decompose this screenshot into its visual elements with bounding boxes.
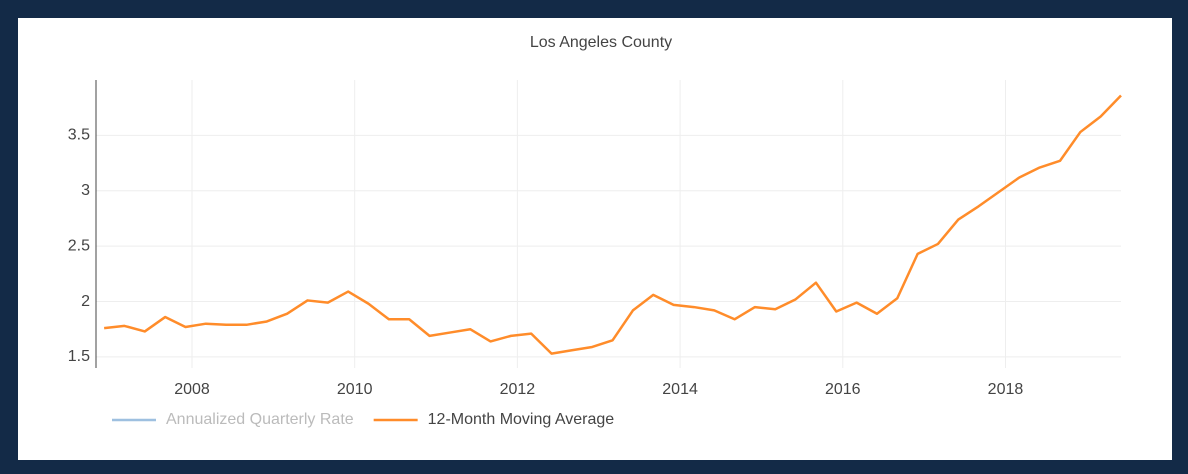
x-tick-label: 2010: [337, 381, 373, 398]
legend-label: 12-Month Moving Average: [428, 411, 615, 428]
y-tick-label: 2: [81, 293, 90, 310]
x-tick-label: 2016: [825, 381, 861, 398]
legend-label: Annualized Quarterly Rate: [166, 411, 354, 428]
y-tick-label: 3.5: [68, 127, 90, 144]
x-tick-label: 2014: [662, 381, 698, 398]
y-tick-label: 2.5: [68, 237, 90, 254]
chart-title: Los Angeles County: [530, 34, 672, 51]
y-tick-label: 1.5: [68, 348, 90, 365]
x-tick-label: 2012: [500, 381, 536, 398]
panel: [18, 18, 1172, 460]
x-tick-label: 2018: [988, 381, 1024, 398]
x-tick-label: 2008: [174, 381, 210, 398]
y-tick-label: 3: [81, 182, 90, 199]
series-line: [103, 94, 1122, 355]
